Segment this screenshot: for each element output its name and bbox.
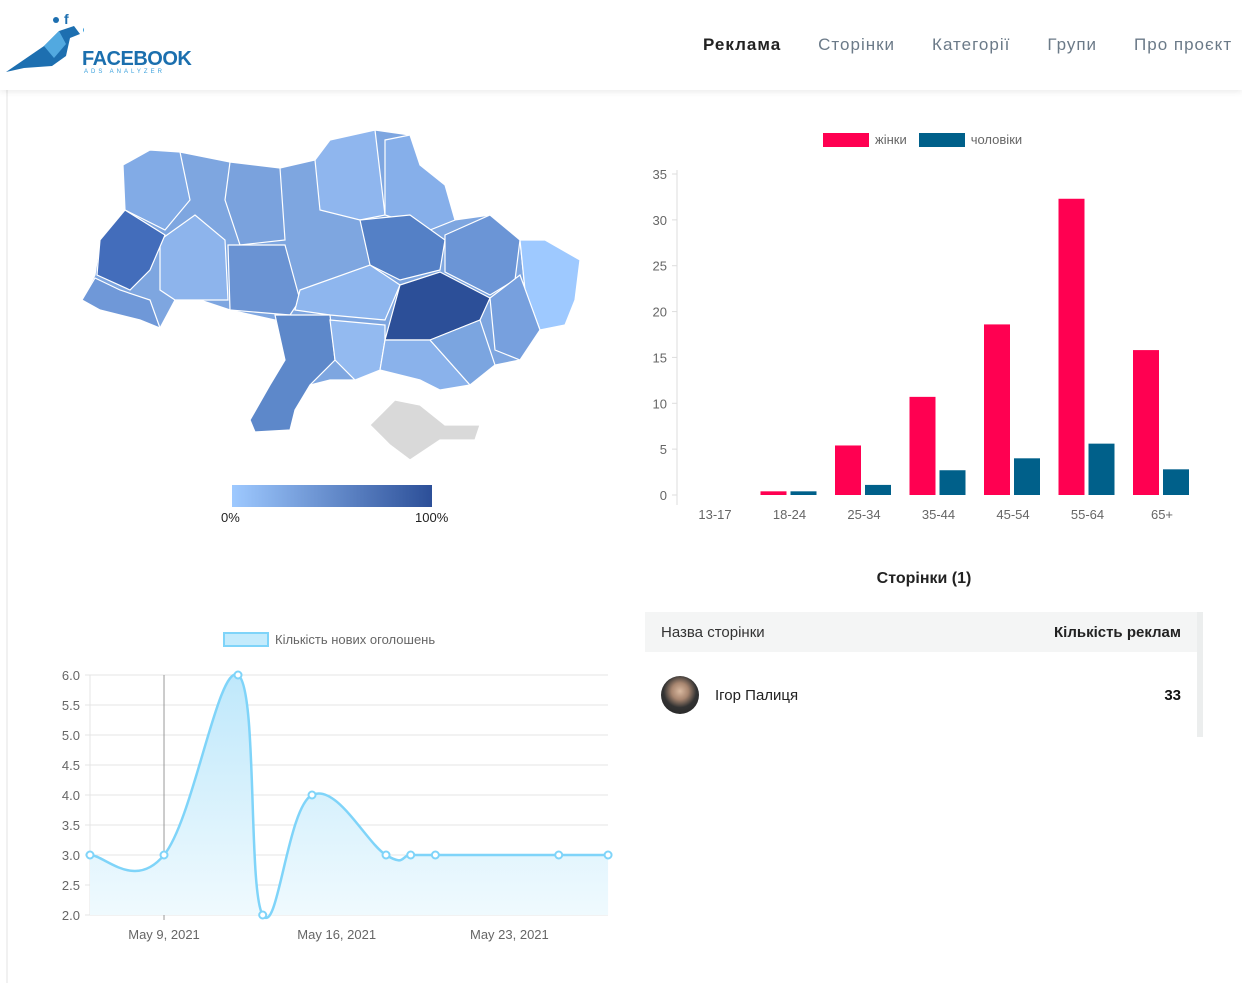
- col-page-name[interactable]: Назва сторінки: [661, 624, 765, 641]
- bar-men: [1163, 469, 1189, 495]
- data-point: [406, 850, 416, 860]
- legend-men[interactable]: чоловіки: [970, 132, 1023, 147]
- nav-about[interactable]: Про проєкт: [1134, 35, 1233, 54]
- logo-subtext: ADS ANALYZER: [84, 69, 165, 75]
- bar-women: [909, 396, 936, 495]
- map-legend-max: 100%: [415, 510, 449, 525]
- y-tick-label: 25: [653, 259, 667, 274]
- map-region: [489, 274, 541, 361]
- bar-men: [865, 484, 891, 495]
- data-point: [554, 850, 564, 860]
- legend-swatch-ads[interactable]: [223, 632, 269, 647]
- map-region-crimea: [369, 399, 481, 461]
- y-tick-label: 5.5: [62, 698, 80, 713]
- map-region: [159, 214, 229, 301]
- map-region: [294, 264, 401, 321]
- y-tick-label: 20: [653, 305, 667, 320]
- logo[interactable]: f FACEBOOK ADS ANALYZER: [4, 6, 192, 76]
- y-tick-label: 2.0: [62, 908, 80, 923]
- bar-legend: жінки чоловіки: [823, 132, 1022, 147]
- y-tick-label: 2.5: [62, 878, 80, 893]
- main-nav: Реклама Сторінки Категорії Групи Про про…: [703, 35, 1232, 55]
- data-point: [307, 790, 317, 800]
- x-tick-label: 45-54: [996, 507, 1029, 522]
- ads-count: 33: [1164, 687, 1181, 704]
- bar-women: [1058, 198, 1085, 495]
- x-tick-label: 55-64: [1071, 507, 1104, 522]
- data-point: [430, 850, 440, 860]
- bar-men: [939, 470, 966, 495]
- nav-categories[interactable]: Категорії: [932, 35, 1011, 54]
- svg-text:f: f: [64, 11, 69, 27]
- data-point: [603, 850, 613, 860]
- header: f FACEBOOK ADS ANALYZER Реклама Сторінки…: [0, 0, 1242, 90]
- series-line: [89, 673, 609, 920]
- y-tick-label: 30: [653, 213, 667, 228]
- y-tick-label: 4.0: [62, 788, 80, 803]
- legend-swatch-men[interactable]: [918, 132, 965, 147]
- logo-text: FACEBOOK: [82, 48, 192, 70]
- bar-men: [1014, 458, 1040, 495]
- age-gender-bar-chart: 0 5 10 15 20 25 30 35 13-17 18-24 25-34 35-44 45-54 5…: [653, 167, 1189, 522]
- x-tick-label: 13-17: [698, 507, 731, 522]
- scrollbar[interactable]: [1197, 612, 1203, 737]
- ukraine-map: 0% 100%: [81, 129, 581, 525]
- data-point: [381, 850, 391, 860]
- legend-swatch-women[interactable]: [823, 132, 869, 147]
- map-region: [224, 161, 286, 246]
- map-region: [227, 244, 301, 316]
- map-region: [428, 319, 496, 386]
- pages-table-header: Назва сторінки Кількість реклам: [645, 612, 1197, 652]
- y-tick-label: 10: [653, 396, 667, 411]
- map-color-scale: [232, 485, 432, 507]
- x-tick-label: May 16, 2021: [297, 927, 376, 942]
- y-tick-label: 35: [653, 167, 667, 182]
- avatar: [661, 676, 699, 714]
- y-tick-label: 6.0: [62, 668, 80, 683]
- data-point: [233, 670, 243, 680]
- new-ads-line-chart: 2.0 2.5 3.0 3.5 4.0 4.5 5.0 5.5 6.0 May 9, 2021 Ma…: [62, 668, 613, 942]
- divider: [6, 90, 8, 983]
- page-name-link[interactable]: Ігор Палиця: [715, 687, 799, 704]
- area-fill: [90, 674, 609, 918]
- legend-women[interactable]: жінки: [875, 132, 907, 147]
- x-tick-label: 25-34: [847, 507, 880, 522]
- bar-men: [790, 491, 817, 495]
- x-tick-label: May 23, 2021: [470, 927, 549, 942]
- x-tick-label: 35-44: [922, 507, 955, 522]
- nav-pages[interactable]: Сторінки: [818, 35, 896, 54]
- table-row[interactable]: Ігор Палиця 33: [645, 672, 1197, 718]
- legend-ads[interactable]: Кількість нових оголошень: [275, 632, 436, 647]
- line-legend: Кількість нових оголошень: [223, 632, 435, 647]
- map-region: [81, 277, 162, 330]
- y-tick-label: 3.0: [62, 848, 80, 863]
- nav-ads[interactable]: Реклама: [703, 35, 782, 54]
- x-tick-label: 65+: [1151, 507, 1173, 522]
- x-tick-label: May 9, 2021: [128, 927, 200, 942]
- nav-groups[interactable]: Групи: [1047, 35, 1098, 54]
- x-tick-label: 18-24: [773, 507, 806, 522]
- data-point: [159, 850, 169, 860]
- data-point: [85, 850, 95, 860]
- pages-title: Сторінки (1): [876, 570, 972, 587]
- data-point: [258, 910, 268, 920]
- bar-men: [1088, 443, 1115, 495]
- y-tick-label: 4.5: [62, 758, 80, 773]
- y-tick-label: 15: [653, 350, 667, 365]
- bar-women: [984, 324, 1010, 495]
- map-legend-min: 0%: [221, 510, 240, 525]
- y-tick-label: 5.0: [62, 728, 80, 743]
- bird-logo-icon: f: [6, 11, 89, 72]
- bar-women: [1133, 350, 1159, 495]
- map-region: [96, 209, 166, 291]
- y-tick-label: 3.5: [62, 818, 80, 833]
- bar-women: [760, 491, 787, 495]
- y-tick-label: 0: [660, 488, 667, 503]
- bar-women: [835, 445, 861, 495]
- col-ads-count[interactable]: Кількість реклам: [1054, 624, 1181, 641]
- y-tick-label: 5: [660, 442, 667, 457]
